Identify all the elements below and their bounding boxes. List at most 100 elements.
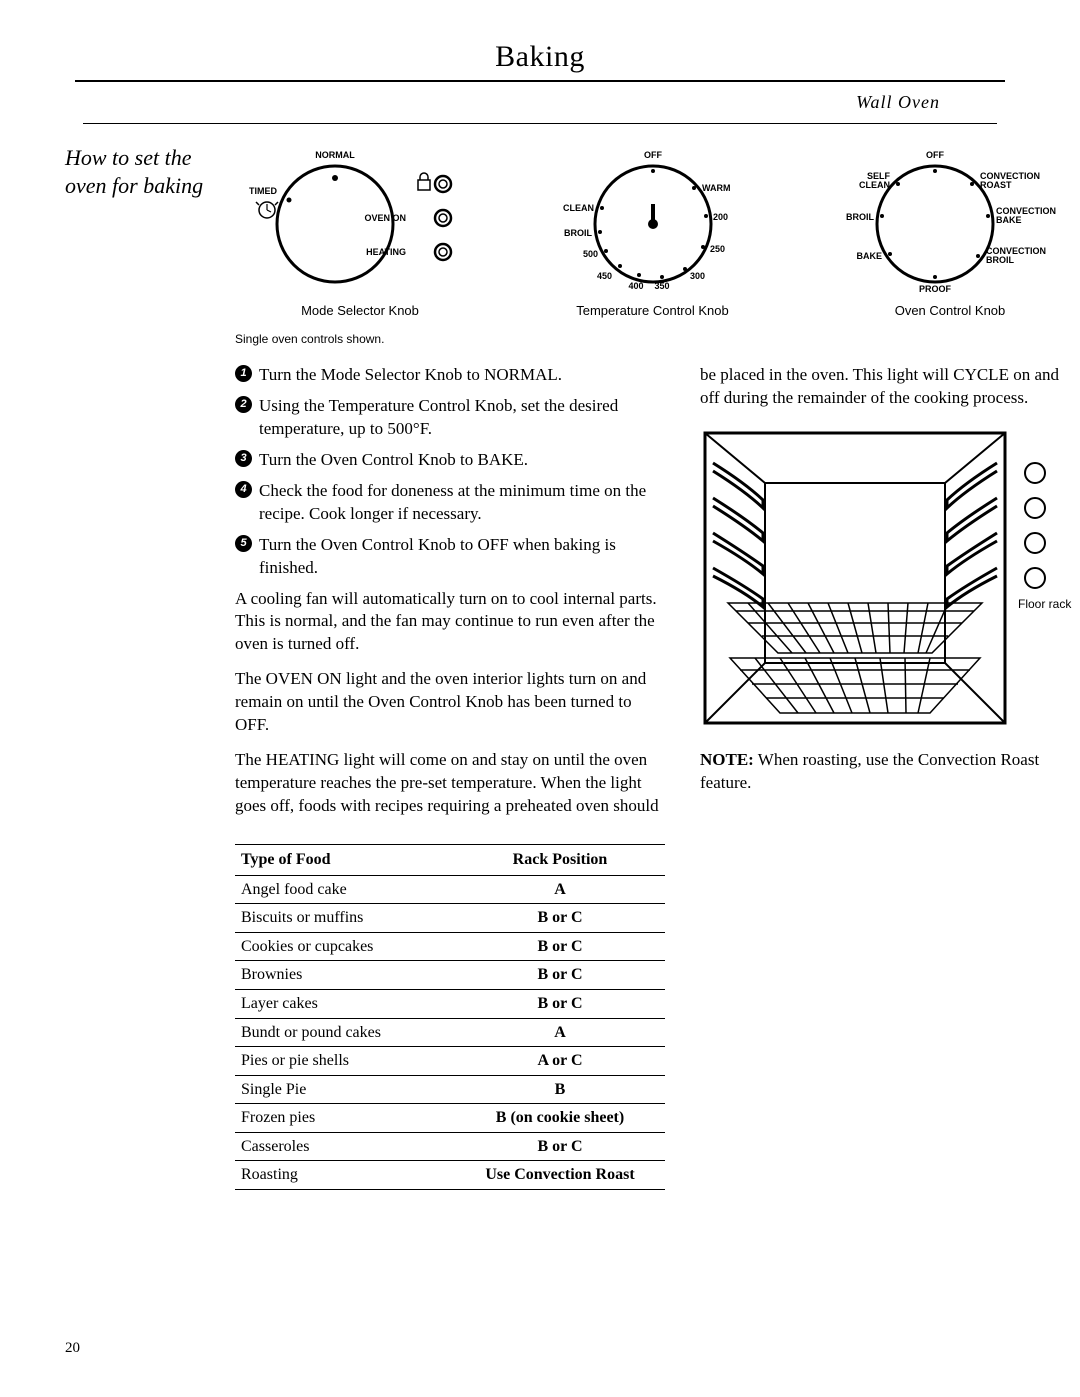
table-row: Bundt or pound cakesA [235, 1018, 665, 1047]
cell-food: Biscuits or muffins [235, 904, 455, 933]
table-row: BrowniesB or C [235, 961, 665, 990]
cell-food: Frozen pies [235, 1104, 455, 1133]
table-row: Single PieB [235, 1075, 665, 1104]
step-num-1: 1 [235, 365, 252, 382]
tick-450: 450 [596, 271, 611, 281]
floor-rack-label: Floor rack [1018, 597, 1072, 611]
mode-knob-caption: Mode Selector Knob [301, 303, 419, 318]
label-heating: HEATING [366, 247, 406, 257]
th-food: Type of Food [235, 844, 455, 875]
label-convroast: CONVECTIONROAST [980, 171, 1040, 190]
cell-food: Roasting [235, 1161, 455, 1190]
cell-food: Layer cakes [235, 989, 455, 1018]
tick-350: 350 [654, 281, 669, 291]
cell-pos: B or C [455, 1132, 665, 1161]
mode-knob-diagram: NORMAL TIMED [235, 144, 485, 299]
cell-food: Bundt or pound cakes [235, 1018, 455, 1047]
table-row: Cookies or cupcakesB or C [235, 932, 665, 961]
table-row: Frozen piesB (on cookie sheet) [235, 1104, 665, 1133]
cell-pos: A [455, 1018, 665, 1047]
cell-food: Pies or pie shells [235, 1047, 455, 1076]
cell-pos: B [455, 1075, 665, 1104]
sidebar-heading: How to set the oven for baking [65, 144, 205, 199]
rack-table: Type of Food Rack Position Angel food ca… [235, 844, 665, 1190]
oven-knob: OFF SELFCLEAN BROIL BAKE PROOF [820, 144, 1080, 318]
label-timed: TIMED [249, 186, 277, 196]
step-1: Turn the Mode Selector Knob to NORMAL. [259, 365, 562, 384]
cell-pos: B or C [455, 989, 665, 1018]
label-off: OFF [644, 150, 662, 160]
step-4: Check the food for doneness at the minim… [259, 481, 646, 523]
table-row: Pies or pie shellsA or C [235, 1047, 665, 1076]
right-column: be placed in the oven. This light will C… [700, 364, 1080, 1190]
temp-knob-caption: Temperature Control Knob [576, 303, 728, 318]
sidebar: How to set the oven for baking [65, 144, 205, 1190]
step-2: Using the Temperature Control Knob, set … [259, 396, 618, 438]
th-pos: Rack Position [455, 844, 665, 875]
left-column: 1Turn the Mode Selector Knob to NORMAL. … [235, 364, 665, 1190]
cell-pos: Use Convection Roast [455, 1161, 665, 1190]
table-row: Layer cakesB or C [235, 989, 665, 1018]
oven-knob-caption: Oven Control Knob [895, 303, 1006, 318]
step-num-3: 3 [235, 450, 252, 467]
table-row: CasserolesB or C [235, 1132, 665, 1161]
knobs-row: NORMAL TIMED [235, 144, 1080, 318]
label-broil2: BROIL [846, 212, 875, 222]
cell-pos: B or C [455, 961, 665, 990]
label-off2: OFF [926, 150, 944, 160]
oven-figure: Floor rack [700, 428, 1080, 735]
label-broil: BROIL [564, 228, 593, 238]
lock-icon [418, 173, 430, 190]
para-heating: The HEATING light will come on and stay … [235, 749, 665, 818]
label-ovenon: OVEN ON [364, 213, 406, 223]
table-row: Angel food cakeA [235, 875, 665, 904]
cell-pos: A [455, 875, 665, 904]
oven-interior-diagram: Floor rack [700, 428, 1080, 728]
roast-note-bold: NOTE: [700, 750, 754, 769]
title-rule [75, 80, 1005, 82]
para-cooling: A cooling fan will automatically turn on… [235, 588, 665, 657]
tick-400: 400 [628, 281, 643, 291]
oven-knob-diagram: OFF SELFCLEAN BROIL BAKE PROOF [820, 144, 1080, 299]
page-title: Baking [65, 40, 1015, 74]
step-3: Turn the Oven Control Knob to BAKE. [259, 450, 528, 469]
cell-food: Casseroles [235, 1132, 455, 1161]
para-ovenon: The OVEN ON light and the oven interior … [235, 668, 665, 737]
table-row: Biscuits or muffinsB or C [235, 904, 665, 933]
rack-tbody: Angel food cakeABiscuits or muffinsB or … [235, 875, 665, 1190]
roast-note: NOTE: When roasting, use the Convection … [700, 749, 1080, 795]
tick-500: 500 [582, 249, 597, 259]
temp-knob-diagram: OFF WARM 200 250 300 350 [538, 144, 768, 299]
steps-list: 1Turn the Mode Selector Knob to NORMAL. … [235, 364, 665, 580]
label-warm: WARM [702, 183, 731, 193]
table-row: RoastingUse Convection Roast [235, 1161, 665, 1190]
sub-rule [83, 123, 997, 125]
tick-300: 300 [690, 271, 705, 281]
label-normal: NORMAL [315, 150, 355, 160]
cell-food: Single Pie [235, 1075, 455, 1104]
label-bake: BAKE [856, 251, 882, 261]
cell-food: Brownies [235, 961, 455, 990]
label-proof: PROOF [919, 284, 952, 294]
label-clean: CLEAN [563, 203, 594, 213]
step-5: Turn the Oven Control Knob to OFF when b… [259, 535, 616, 577]
mode-knob: NORMAL TIMED [235, 144, 485, 318]
cell-food: Angel food cake [235, 875, 455, 904]
step-num-4: 4 [235, 481, 252, 498]
cell-pos: B or C [455, 904, 665, 933]
label-selfclean: SELFCLEAN [859, 171, 890, 190]
temp-knob: OFF WARM 200 250 300 350 [538, 144, 768, 318]
step-num-2: 2 [235, 396, 252, 413]
label-convbake: CONVECTIONBAKE [996, 206, 1056, 225]
label-convbroil: CONVECTIONBROIL [986, 246, 1046, 265]
page-subtitle: Wall Oven [65, 92, 940, 113]
cell-pos: B (on cookie sheet) [455, 1104, 665, 1133]
tick-250: 250 [710, 244, 725, 254]
tick-200: 200 [713, 212, 728, 222]
page-number: 20 [65, 1340, 80, 1357]
cell-pos: B or C [455, 932, 665, 961]
para-heating-cont: be placed in the oven. This light will C… [700, 364, 1080, 410]
cell-food: Cookies or cupcakes [235, 932, 455, 961]
cell-pos: A or C [455, 1047, 665, 1076]
step-num-5: 5 [235, 535, 252, 552]
